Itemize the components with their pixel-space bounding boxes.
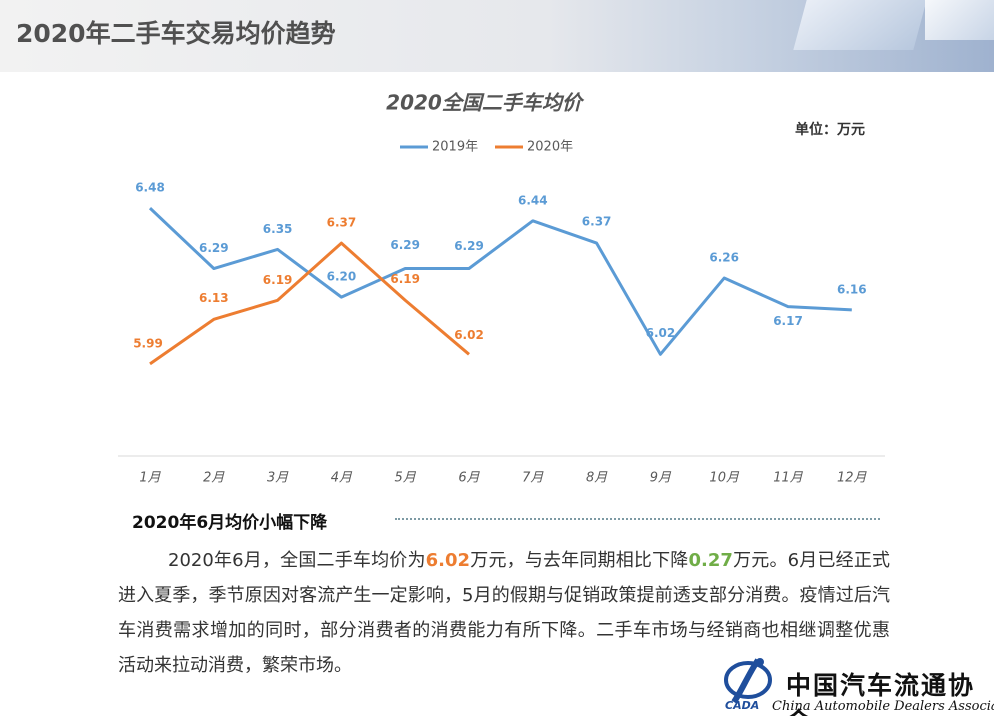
data-label: 6.44 xyxy=(518,193,548,207)
x-tick-label: 1月 xyxy=(139,471,161,486)
data-label: 6.35 xyxy=(263,222,293,236)
data-label: 6.02 xyxy=(646,326,676,340)
text: 万元。6月已经正式进入夏季，季节原因对客流产生一定影响，5月的假期与促销政策提前… xyxy=(118,550,890,676)
data-label: 6.16 xyxy=(837,282,867,296)
data-label: 6.48 xyxy=(135,181,165,195)
x-tick-label: 4月 xyxy=(331,471,353,486)
text: 2020年6月，全国二手车均价为 xyxy=(168,550,426,571)
data-label: 6.13 xyxy=(199,291,229,305)
data-label: 6.17 xyxy=(773,314,803,328)
highlight: 6.02 xyxy=(425,550,471,571)
legend-label: 2020年 xyxy=(527,140,573,155)
data-label: 6.37 xyxy=(582,215,612,229)
data-label: 5.99 xyxy=(133,336,163,350)
highlight: 0.27 xyxy=(688,550,733,571)
data-label: 6.20 xyxy=(327,270,357,284)
logo-abbr: CADA xyxy=(725,699,760,712)
x-tick-label: 3月 xyxy=(267,471,289,486)
x-tick-label: 7月 xyxy=(522,471,544,486)
logo-en: China Automobile Dealers Association xyxy=(772,699,994,714)
data-label: 6.02 xyxy=(454,328,484,342)
x-tick-label: 5月 xyxy=(395,471,417,486)
decor xyxy=(925,0,994,40)
x-tick-label: 2月 xyxy=(203,471,225,486)
data-label: 6.37 xyxy=(327,216,357,230)
paragraph: 2020年6月，全国二手车均价为6.02万元，与去年同期相比下降0.27万元。6… xyxy=(118,543,890,683)
data-label: 6.19 xyxy=(390,272,420,286)
data-label: 6.26 xyxy=(709,251,739,265)
x-tick-label: 12月 xyxy=(837,471,868,486)
x-tick-label: 9月 xyxy=(650,471,672,486)
chart-title: 2020全国二手车均价 xyxy=(386,91,585,115)
logo-cn: 中国汽车流通协会 xyxy=(786,671,976,716)
data-label: 6.29 xyxy=(454,239,484,253)
data-label: 6.19 xyxy=(263,273,293,287)
x-tick-label: 8月 xyxy=(586,471,608,486)
text: 万元，与去年同期相比下降 xyxy=(470,550,689,571)
x-tick-label: 11月 xyxy=(773,471,804,486)
series-line xyxy=(148,207,852,356)
header-title: 2020年二手车交易均价趋势 xyxy=(16,19,336,48)
section-heading: 2020年6月均价小幅下降 xyxy=(132,513,328,533)
data-label: 6.29 xyxy=(199,241,229,255)
data-label: 6.29 xyxy=(390,238,420,252)
unit-label: 单位：万元 xyxy=(795,121,865,138)
series-line xyxy=(149,241,470,366)
dotted-rule xyxy=(395,518,880,520)
x-tick-label: 6月 xyxy=(458,471,480,486)
header-bar: 2020年二手车交易均价趋势 xyxy=(0,0,994,72)
x-tick-label: 10月 xyxy=(709,471,740,486)
legend-label: 2019年 xyxy=(432,140,478,155)
